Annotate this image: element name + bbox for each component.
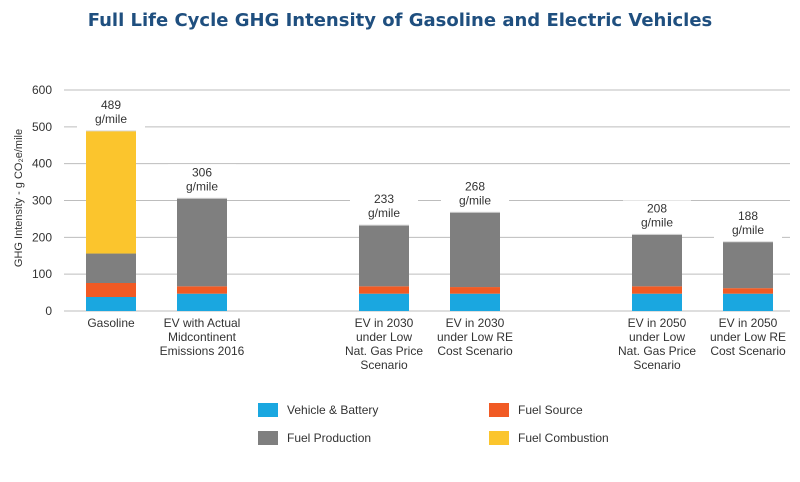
bar-segment <box>359 225 409 287</box>
bar-segment <box>450 293 500 311</box>
category-label: EV in 2030 <box>355 316 414 330</box>
legend-label: Fuel Production <box>287 431 371 445</box>
bar-segment <box>632 286 682 294</box>
y-tick-label: 600 <box>32 83 52 97</box>
total-label: 233 <box>374 192 394 206</box>
category-label: Gasoline <box>87 316 135 330</box>
total-label: g/mile <box>459 193 491 207</box>
y-tick-label: 100 <box>32 267 52 281</box>
bar-stack <box>632 233 682 311</box>
category-label: under Low RE <box>710 330 786 344</box>
category-label: under Low <box>356 330 412 344</box>
bar-segment <box>632 293 682 311</box>
category-label: under Low <box>629 330 685 344</box>
legend-item: Vehicle & Battery <box>258 403 378 417</box>
y-tick-label: 200 <box>32 230 52 244</box>
bar-segment <box>359 293 409 311</box>
total-label: g/mile <box>368 206 400 220</box>
y-axis-label: GHG Intensity - g CO₂e/mile <box>13 129 25 267</box>
legend-item: Fuel Source <box>489 403 583 417</box>
legend-swatch <box>258 431 278 445</box>
bar-segment <box>86 297 136 311</box>
legend-item: Fuel Combustion <box>489 431 609 445</box>
category-labels: Gasoline EV with ActualMidcontinentEmissi… <box>87 316 786 372</box>
total-label-bg <box>714 207 782 239</box>
total-label-bg <box>168 164 236 196</box>
category-label: Cost Scenario <box>437 344 513 358</box>
legend-swatch <box>489 431 509 445</box>
bar-segment <box>177 286 227 294</box>
category-label: EV with Actual <box>164 316 241 330</box>
total-label: 188 <box>738 209 758 223</box>
bar-segment <box>86 283 136 298</box>
bar-segment <box>86 253 136 284</box>
total-label-bg <box>77 96 145 128</box>
category-label: under Low RE <box>437 330 513 344</box>
category-label: Nat. Gas Price <box>618 344 696 358</box>
category-label: Cost Scenario <box>710 344 786 358</box>
bar-stacks <box>86 130 773 311</box>
category-label: Scenario <box>360 358 408 372</box>
bar-segment <box>632 234 682 287</box>
category-label: EV in 2050 <box>628 316 687 330</box>
category-label: EV in 2030 <box>446 316 505 330</box>
bar-segment <box>177 293 227 311</box>
bar-stack <box>177 197 227 311</box>
bar-segment <box>450 212 500 288</box>
total-label: g/mile <box>641 215 673 229</box>
total-label-bg <box>623 200 691 232</box>
bar-segment <box>723 293 773 311</box>
legend-swatch <box>489 403 509 417</box>
legend-label: Fuel Source <box>518 403 583 417</box>
category-label: Emissions 2016 <box>160 344 245 358</box>
total-label: 268 <box>465 179 485 193</box>
legend-label: Fuel Combustion <box>518 431 609 445</box>
total-label: 489 <box>101 98 121 112</box>
category-label: Scenario <box>633 358 681 372</box>
chart-title: Full Life Cycle GHG Intensity of Gasolin… <box>88 10 713 31</box>
bar-segment <box>359 286 409 294</box>
y-axis-ticks: 0 100 200 300 400 500 600 <box>32 83 52 318</box>
bar-stack <box>723 241 773 311</box>
y-tick-label: 0 <box>45 304 52 318</box>
total-label: g/mile <box>186 179 218 193</box>
total-label-bg <box>441 178 509 210</box>
category-label: Midcontinent <box>168 330 237 344</box>
bar-segment <box>450 287 500 294</box>
bar-stack <box>450 211 500 311</box>
total-label: 208 <box>647 201 667 215</box>
bar-segment <box>723 241 773 289</box>
total-label: 306 <box>192 165 212 179</box>
total-label-bg <box>350 191 418 223</box>
y-tick-label: 400 <box>32 157 52 171</box>
y-tick-label: 300 <box>32 194 52 208</box>
total-label: g/mile <box>95 112 127 126</box>
total-label: g/mile <box>732 223 764 237</box>
legend-swatch <box>258 403 278 417</box>
bar-stack <box>359 224 409 311</box>
bar-segment <box>177 198 227 287</box>
bar-stack <box>86 130 136 311</box>
legend-label: Vehicle & Battery <box>287 403 378 417</box>
category-label: EV in 2050 <box>719 316 778 330</box>
bar-segment <box>723 288 773 294</box>
y-tick-label: 500 <box>32 120 52 134</box>
total-labels: 489g/mile306g/mile233g/mile268g/mile208g… <box>77 96 782 239</box>
bar-segment <box>86 130 136 254</box>
legend: Vehicle & Battery Fuel Source Fuel Product… <box>258 403 609 445</box>
legend-item: Fuel Production <box>258 431 371 445</box>
category-label: Nat. Gas Price <box>345 344 423 358</box>
